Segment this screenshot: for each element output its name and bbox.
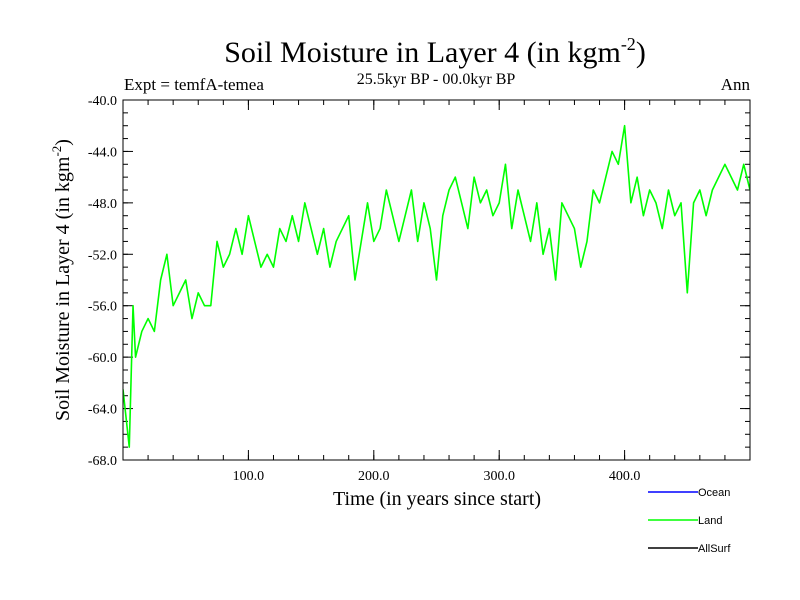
y-tick-label: -56.0 xyxy=(88,300,117,315)
y-tick-label: -44.0 xyxy=(88,145,117,160)
y-tick-label: -40.0 xyxy=(88,94,117,109)
period-label: 25.5kyr BP - 00.0kyr BP xyxy=(357,71,516,88)
y-tick-label: -60.0 xyxy=(88,351,117,366)
y-tick-label: -64.0 xyxy=(88,403,117,418)
series-group xyxy=(123,124,750,448)
y-tick-label: -52.0 xyxy=(88,248,117,263)
axis-tick-labels: -40.0 -44.0 -48.0 -52.0 -56.0 -60.0 -64.0 -68.0… xyxy=(88,94,641,484)
x-tick-label: 200.0 xyxy=(358,469,390,484)
series-line-land xyxy=(123,124,750,448)
chart-title: Soil Moisture in Layer 4 (in kgm-2) xyxy=(224,34,646,69)
season-label: Ann xyxy=(721,75,751,94)
experiment-label: Expt = temfA-temea xyxy=(124,75,264,94)
legend: Ocean Land AllSurf xyxy=(648,487,731,555)
x-tick-label: 300.0 xyxy=(483,469,515,484)
plot-frame xyxy=(122,99,751,461)
x-axis-label: Time (in years since start) xyxy=(333,488,541,510)
y-tick-label: -68.0 xyxy=(88,454,117,469)
legend-label-allsurf: AllSurf xyxy=(698,543,731,555)
legend-label-ocean: Ocean xyxy=(698,487,730,499)
x-tick-label: 100.0 xyxy=(233,469,265,484)
y-tick-label: -48.0 xyxy=(88,197,117,212)
y-axis-label: Soil Moisture in Layer 4 (in kgm-2) xyxy=(49,139,74,421)
legend-label-land: Land xyxy=(698,515,722,527)
x-tick-label: 400.0 xyxy=(609,469,641,484)
